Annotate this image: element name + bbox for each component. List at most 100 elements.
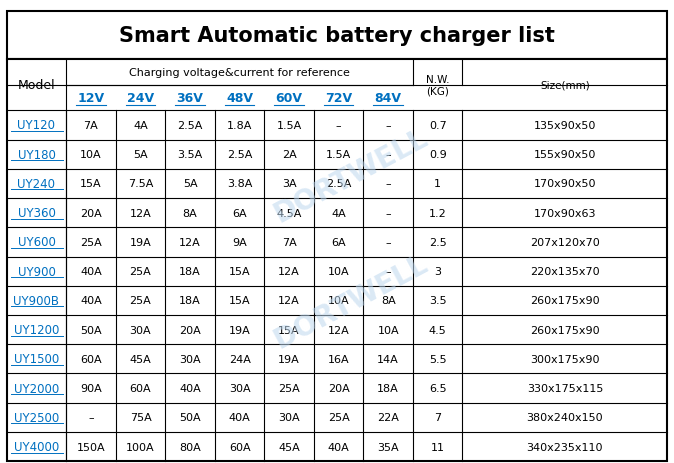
Text: 2A: 2A: [282, 150, 297, 160]
Text: 50A: 50A: [80, 325, 102, 335]
Text: 4.5: 4.5: [429, 325, 447, 335]
Text: –: –: [386, 267, 391, 276]
Text: 340x235x110: 340x235x110: [526, 442, 603, 451]
Text: 10A: 10A: [328, 267, 349, 276]
Text: 15A: 15A: [278, 325, 300, 335]
Text: 6.5: 6.5: [429, 383, 447, 393]
Text: UY1500: UY1500: [14, 352, 59, 366]
Text: 170x90x50: 170x90x50: [534, 179, 596, 189]
Text: 72V: 72V: [325, 92, 353, 105]
Text: 300x175x90: 300x175x90: [530, 354, 600, 364]
Text: 40A: 40A: [80, 296, 102, 306]
Text: Charging voltage&current for reference: Charging voltage&current for reference: [129, 68, 350, 78]
Bar: [7, 60, 667, 461]
Text: –: –: [386, 121, 391, 131]
Text: UY2500: UY2500: [14, 411, 59, 424]
Text: 3.8A: 3.8A: [227, 179, 252, 189]
Text: 24V: 24V: [127, 92, 154, 105]
Text: 260x175x90: 260x175x90: [530, 296, 600, 306]
Text: 25A: 25A: [80, 238, 102, 247]
Text: 4.5A: 4.5A: [276, 208, 302, 218]
Text: 6A: 6A: [332, 238, 346, 247]
Text: 15A: 15A: [80, 179, 102, 189]
Text: UY180: UY180: [18, 148, 55, 162]
Text: 170x90x63: 170x90x63: [534, 208, 596, 218]
Text: 35A: 35A: [377, 442, 399, 451]
Text: 3A: 3A: [282, 179, 297, 189]
Text: 10A: 10A: [328, 296, 349, 306]
Text: 24A: 24A: [228, 354, 251, 364]
Text: 207x120x70: 207x120x70: [530, 238, 600, 247]
Text: 40A: 40A: [328, 442, 350, 451]
Text: 220x135x70: 220x135x70: [530, 267, 600, 276]
Text: UY600: UY600: [18, 236, 55, 249]
Text: 40A: 40A: [80, 267, 102, 276]
Text: 0.7: 0.7: [429, 121, 447, 131]
Text: 45A: 45A: [129, 354, 152, 364]
Text: 12A: 12A: [278, 296, 300, 306]
Text: 7: 7: [434, 413, 441, 422]
Text: 60A: 60A: [129, 383, 151, 393]
Text: 19A: 19A: [129, 238, 152, 247]
Text: 4A: 4A: [133, 121, 148, 131]
Text: –: –: [386, 179, 391, 189]
Text: –: –: [336, 121, 342, 131]
Text: 25A: 25A: [129, 267, 152, 276]
Text: 3: 3: [434, 267, 441, 276]
Text: 1: 1: [434, 179, 441, 189]
Text: 19A: 19A: [228, 325, 251, 335]
Text: UY900: UY900: [18, 265, 55, 278]
Text: 1.2: 1.2: [429, 208, 447, 218]
Text: 100A: 100A: [126, 442, 155, 451]
Text: 16A: 16A: [328, 354, 349, 364]
Text: 4A: 4A: [332, 208, 346, 218]
Text: 1.5A: 1.5A: [326, 150, 351, 160]
Text: 60V: 60V: [276, 92, 303, 105]
Text: 15A: 15A: [228, 296, 250, 306]
Text: 7.5A: 7.5A: [128, 179, 153, 189]
Text: 18A: 18A: [179, 296, 201, 306]
Text: Size(mm): Size(mm): [540, 81, 590, 91]
Text: 2.5A: 2.5A: [227, 150, 252, 160]
Text: 3.5A: 3.5A: [177, 150, 203, 160]
Text: Smart Automatic battery charger list: Smart Automatic battery charger list: [119, 26, 555, 46]
Text: 18A: 18A: [377, 383, 399, 393]
Text: 22A: 22A: [377, 413, 399, 422]
Text: 380x240x150: 380x240x150: [526, 413, 603, 422]
Text: 30A: 30A: [129, 325, 151, 335]
Text: 330x175x115: 330x175x115: [526, 383, 603, 393]
Text: 36V: 36V: [177, 92, 204, 105]
Text: 9A: 9A: [233, 238, 247, 247]
Text: 80A: 80A: [179, 442, 201, 451]
Text: 60A: 60A: [228, 442, 250, 451]
Text: 18A: 18A: [179, 267, 201, 276]
Text: UY120: UY120: [18, 119, 55, 132]
Text: 45A: 45A: [278, 442, 300, 451]
Text: 12A: 12A: [179, 238, 201, 247]
Text: –: –: [386, 208, 391, 218]
Text: 40A: 40A: [228, 413, 251, 422]
Text: 25A: 25A: [278, 383, 300, 393]
Text: 30A: 30A: [228, 383, 250, 393]
Text: UY1200: UY1200: [13, 323, 59, 337]
Text: 155x90x50: 155x90x50: [534, 150, 596, 160]
Text: 5A: 5A: [133, 150, 148, 160]
Text: 90A: 90A: [80, 383, 102, 393]
Text: 30A: 30A: [179, 354, 201, 364]
Text: 10A: 10A: [80, 150, 102, 160]
Text: 12V: 12V: [78, 92, 104, 105]
Text: 135x90x50: 135x90x50: [534, 121, 596, 131]
Text: 8A: 8A: [381, 296, 396, 306]
Text: 8A: 8A: [183, 208, 197, 218]
Text: 30A: 30A: [278, 413, 300, 422]
Text: 5.5: 5.5: [429, 354, 447, 364]
Text: 19A: 19A: [278, 354, 300, 364]
Text: 1.5A: 1.5A: [276, 121, 302, 131]
Text: 10A: 10A: [377, 325, 399, 335]
Text: 12A: 12A: [129, 208, 152, 218]
Text: 50A: 50A: [179, 413, 201, 422]
Text: UY4000: UY4000: [14, 440, 59, 453]
Text: 5A: 5A: [183, 179, 197, 189]
Text: 2.5: 2.5: [429, 238, 447, 247]
Text: 2.5A: 2.5A: [177, 121, 203, 131]
